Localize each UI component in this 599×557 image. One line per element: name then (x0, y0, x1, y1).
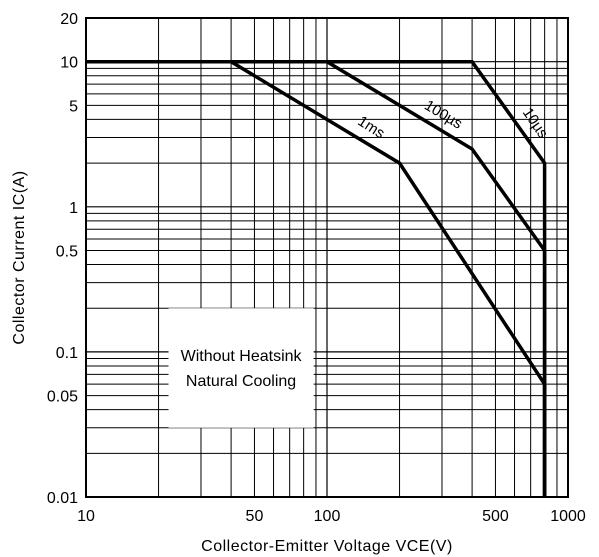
plot-frame (85, 17, 569, 498)
annotation-line-2: Natural Cooling (186, 373, 296, 390)
annotation-box: Without Heatsink Natural Cooling (168, 308, 314, 428)
series-line-1 (86, 59, 547, 497)
x-tick-label: 500 (482, 508, 509, 525)
y-tick-label: 0.01 (47, 490, 78, 507)
y-tick-label: 1 (69, 200, 78, 217)
y-tick-labels: 0.01 0.05 0.1 0.5 1 5 10 20 (47, 11, 78, 507)
y-tick-label: 20 (60, 11, 78, 28)
y-tick-label: 0.05 (47, 389, 78, 406)
y-axis-label: Collector Current IC(A) (11, 170, 28, 344)
y-tick-label: 10 (60, 55, 78, 72)
annotation-background (168, 308, 314, 428)
y-tick-label: 5 (69, 98, 78, 115)
x-tick-label: 1000 (550, 508, 586, 525)
x-tick-labels: 10 50 100 500 1000 (77, 508, 586, 525)
curve-label-2: 100µs (421, 97, 465, 133)
soa-curves (86, 59, 547, 497)
annotation-line-1: Without Heatsink (181, 348, 303, 365)
y-tick-label: 0.5 (56, 243, 78, 260)
series-line-3 (86, 59, 547, 497)
x-tick-label: 10 (77, 508, 95, 525)
y-tick-label: 0.1 (56, 345, 78, 362)
x-axis-label: Collector-Emitter Voltage VCE(V) (201, 538, 453, 555)
x-tick-label: 50 (246, 508, 264, 525)
curve-label-text: 100µs (421, 97, 465, 133)
x-tick-label: 100 (314, 508, 341, 525)
